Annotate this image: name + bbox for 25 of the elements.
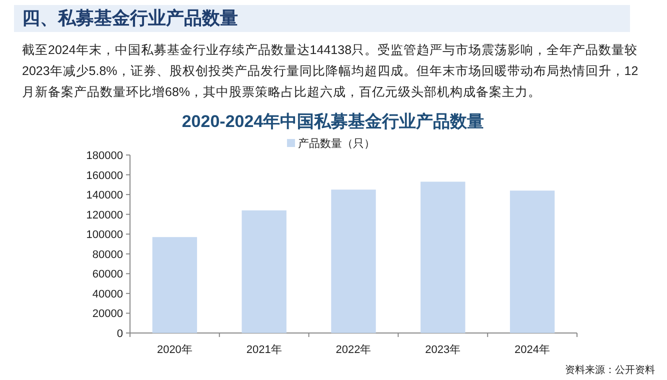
y-tick-label: 40000	[92, 288, 123, 300]
y-tick-label: 100000	[86, 229, 123, 242]
y-tick-label: 140000	[86, 190, 123, 202]
y-tick-label: 80000	[92, 248, 123, 261]
text: 截至2024年末，中国私募基金行业存续产品数量达144138只。受监管趋严与市场震荡影响，全年产品数量较2023年减少5.8%，证券、股权创投类产品发行量同比降幅均超四成。但年末市场回暖带动布局热情回升，12月新备案产品数量环比增68%，其中股票策略占比超六成，百亿元级头部机构成备案主力。	[22, 42, 640, 101]
bar	[152, 237, 198, 333]
y-tick-label: 180000	[86, 150, 123, 162]
x-tick-label: 2023年	[425, 344, 461, 356]
bar	[242, 210, 286, 333]
bar	[510, 190, 555, 333]
legend-label: 产品数量（只）	[298, 137, 375, 150]
bar	[420, 182, 466, 333]
y-tick-label: 160000	[86, 170, 123, 182]
text: 资料来源：公开资料	[565, 364, 655, 377]
y-tick-label: 60000	[92, 268, 123, 281]
x-tick-label: 2020年	[156, 344, 192, 356]
y-tick-label: 20000	[92, 308, 123, 320]
y-tick-label: 0	[116, 328, 123, 340]
y-tick-label: 120000	[86, 209, 123, 222]
text: 四、私募基金行业产品数量	[14, 5, 630, 32]
chart-title: 2020-2024年中国私募基金行业产品数量	[182, 112, 484, 131]
x-tick-label: 2022年	[336, 344, 372, 356]
x-tick-label: 2021年	[246, 344, 282, 356]
bar	[331, 190, 376, 333]
x-tick-label: 2024年	[514, 344, 550, 356]
